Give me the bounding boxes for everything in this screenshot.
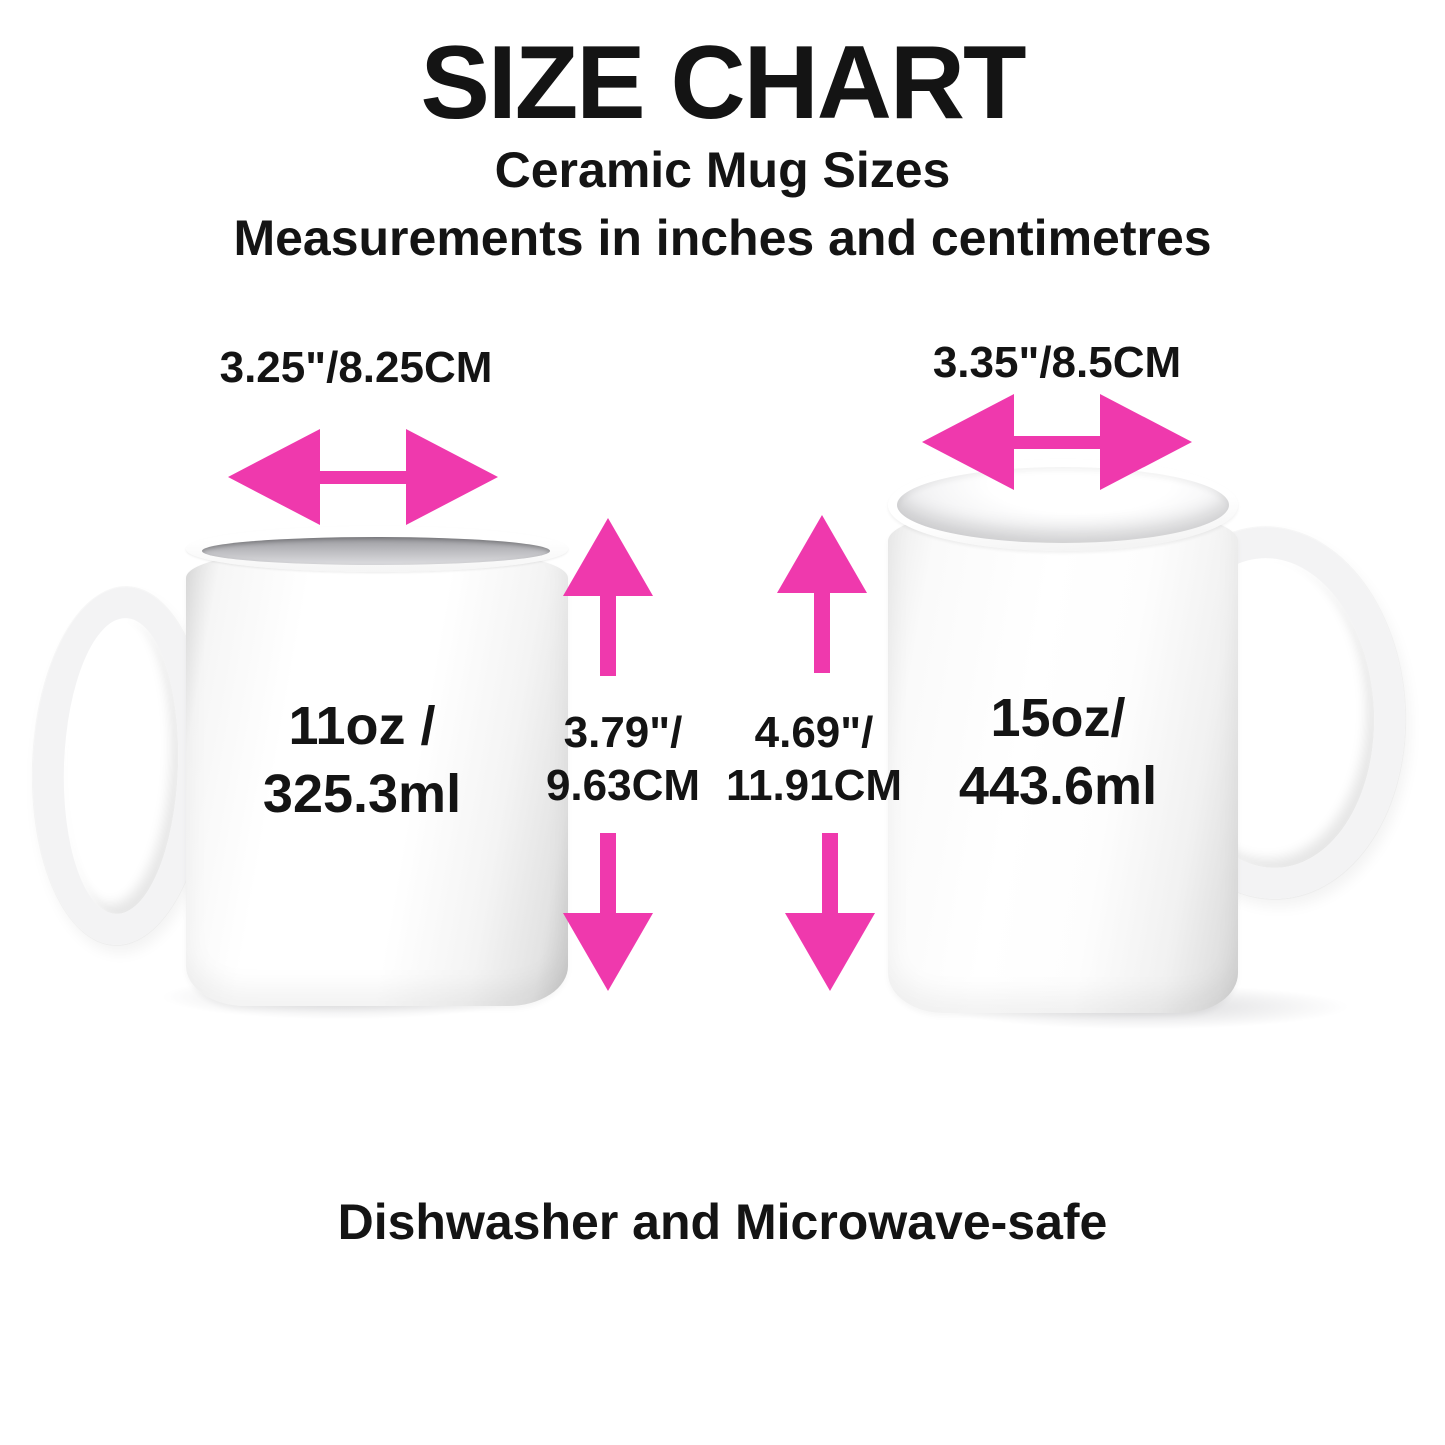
height-label-11oz: 3.79"/ 9.63CM <box>503 706 743 812</box>
arrow-right-head <box>406 429 498 525</box>
arrow-bar <box>1008 436 1106 449</box>
width-arrow-icon <box>922 392 1192 492</box>
arrow-up-head <box>777 515 867 593</box>
arrow-left-head <box>922 394 1014 490</box>
arrow-right-head <box>1100 394 1192 490</box>
arrow-up-head <box>563 518 653 596</box>
height-up-arrow-icon <box>777 515 867 673</box>
care-note: Dishwasher and Microwave-safe <box>337 1194 1108 1250</box>
height-line-2: 9.63CM <box>545 761 701 810</box>
height-line-1: 4.69"/ <box>754 708 874 757</box>
volume-line-1: 11oz / <box>288 696 436 756</box>
height-down-arrow-icon <box>785 833 875 991</box>
volume-line-2: 325.3ml <box>262 764 462 824</box>
height-label-15oz: 4.69"/ 11.91CM <box>694 706 934 812</box>
height-line-2: 11.91CM <box>725 761 903 810</box>
subtitle-product: Ceramic Mug Sizes <box>494 142 951 198</box>
volume-line-1: 15oz/ <box>990 688 1126 748</box>
volume-line-2: 443.6ml <box>958 756 1158 816</box>
arrow-stem <box>600 596 616 676</box>
volume-label-11oz: 11oz / 325.3ml <box>212 692 512 828</box>
width-label-15oz: 3.35"/8.5CM <box>932 338 1182 387</box>
arrow-down-head <box>785 913 875 991</box>
arrow-stem <box>814 593 830 673</box>
page-title: SIZE CHART <box>420 25 1027 141</box>
arrow-stem <box>822 833 838 913</box>
arrow-down-head <box>563 913 653 991</box>
arrow-stem <box>600 833 616 913</box>
width-label-11oz: 3.25"/8.25CM <box>219 343 493 392</box>
mug-body <box>186 548 568 1006</box>
volume-label-15oz: 15oz/ 443.6ml <box>908 684 1208 820</box>
mug-opening <box>202 537 550 565</box>
subtitle-units: Measurements in inches and centimetres <box>233 210 1212 266</box>
arrow-left-head <box>228 429 320 525</box>
width-arrow-icon <box>228 427 498 527</box>
mug-body <box>888 505 1238 1013</box>
arrow-bar <box>314 471 412 484</box>
height-line-1: 3.79"/ <box>563 708 683 757</box>
height-up-arrow-icon <box>563 518 653 676</box>
height-down-arrow-icon <box>563 833 653 991</box>
